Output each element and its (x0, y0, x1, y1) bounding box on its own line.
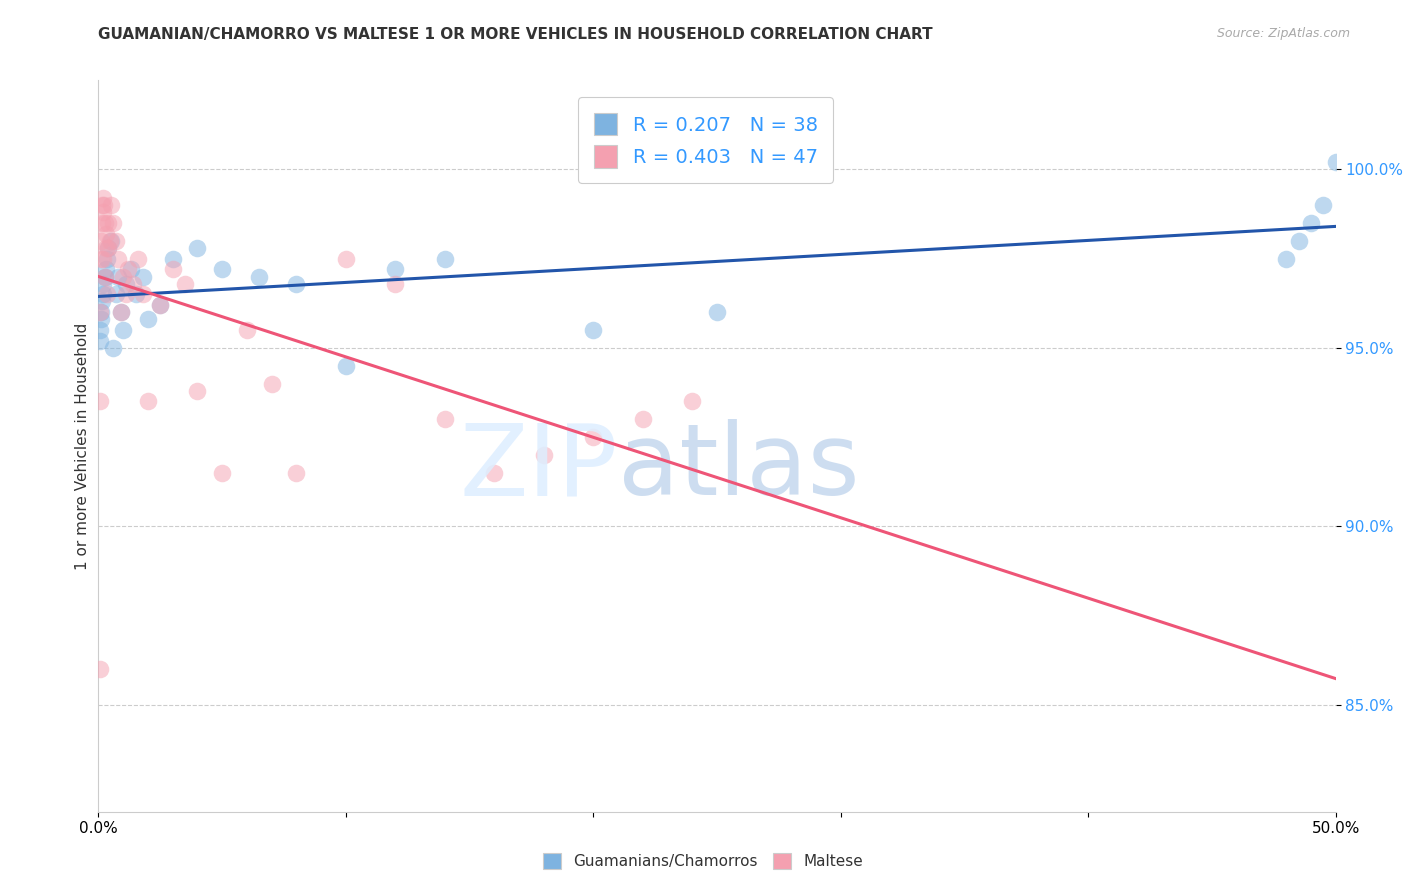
Point (631, 412, 654, 426)
Point (89, 394, 111, 409)
Text: Source: ZipAtlas.com: Source: ZipAtlas.com (1216, 27, 1350, 40)
Point (103, 216, 125, 230)
Point (120, 262, 142, 277)
Point (97, 241, 120, 255)
Legend: R = 0.207   N = 38, R = 0.403   N = 47: R = 0.207 N = 38, R = 0.403 N = 47 (578, 97, 834, 183)
Point (114, 287, 136, 301)
Point (1299, 216, 1322, 230)
Point (94, 241, 117, 255)
Point (90, 252, 112, 266)
Point (90, 216, 112, 230)
Point (1324, 155, 1347, 169)
Point (335, 252, 357, 266)
Point (186, 241, 208, 255)
Point (103, 341, 125, 355)
Point (100, 234, 122, 248)
Point (104, 234, 127, 248)
Point (112, 323, 135, 337)
Point (91, 191, 114, 205)
Point (89, 662, 111, 676)
Point (112, 269, 135, 284)
Point (211, 262, 233, 277)
Y-axis label: 1 or more Vehicles in Household: 1 or more Vehicles in Household (75, 322, 90, 570)
Point (236, 323, 259, 337)
Point (117, 262, 139, 277)
Point (91, 294, 114, 309)
Point (107, 252, 129, 266)
Text: GUAMANIAN/CHAMORRO VS MALTESE 1 OR MORE VEHICLES IN HOUSEHOLD CORRELATION CHART: GUAMANIAN/CHAMORRO VS MALTESE 1 OR MORE … (98, 27, 934, 42)
Point (107, 269, 129, 284)
Point (186, 384, 208, 398)
Point (132, 287, 155, 301)
Point (335, 359, 357, 373)
Text: ZIP: ZIP (460, 419, 619, 516)
Point (114, 277, 136, 291)
Point (162, 252, 184, 266)
Point (94, 262, 117, 277)
Point (681, 394, 703, 409)
Point (132, 269, 155, 284)
Point (96, 227, 118, 241)
Point (91, 198, 114, 212)
Point (93, 277, 115, 291)
Point (96, 287, 118, 301)
Point (110, 305, 132, 319)
Point (124, 287, 146, 301)
Point (484, 466, 506, 480)
Point (1275, 252, 1298, 266)
Point (94, 216, 117, 230)
Text: atlas: atlas (619, 419, 859, 516)
Point (285, 466, 308, 480)
Point (100, 198, 122, 212)
Point (97, 216, 120, 230)
Point (98, 234, 121, 248)
Point (162, 262, 184, 277)
Point (1312, 198, 1334, 212)
Point (93, 269, 115, 284)
Point (706, 305, 728, 319)
Point (174, 277, 197, 291)
Point (384, 262, 406, 277)
Point (93, 198, 115, 212)
Point (433, 252, 456, 266)
Point (260, 376, 283, 391)
Point (93, 269, 115, 284)
Point (433, 412, 456, 426)
Point (247, 269, 270, 284)
Point (149, 298, 172, 312)
Point (533, 448, 555, 462)
Legend: Guamanians/Chamorros, Maltese: Guamanians/Chamorros, Maltese (537, 847, 869, 875)
Point (582, 323, 605, 337)
Point (384, 277, 406, 291)
Point (96, 252, 118, 266)
Point (110, 305, 132, 319)
Point (93, 205, 115, 219)
Point (149, 298, 172, 312)
Point (90, 305, 112, 319)
Point (90, 234, 112, 248)
Point (89, 323, 111, 337)
Point (127, 252, 149, 266)
Point (122, 277, 145, 291)
Point (211, 466, 233, 480)
Point (89, 334, 111, 348)
Point (582, 430, 605, 444)
Point (89, 305, 111, 319)
Point (1288, 234, 1310, 248)
Point (91, 287, 114, 301)
Point (136, 394, 159, 409)
Point (104, 287, 127, 301)
Point (285, 277, 308, 291)
Point (90, 312, 112, 326)
Point (91, 252, 114, 266)
Point (136, 312, 159, 326)
Point (97, 241, 120, 255)
